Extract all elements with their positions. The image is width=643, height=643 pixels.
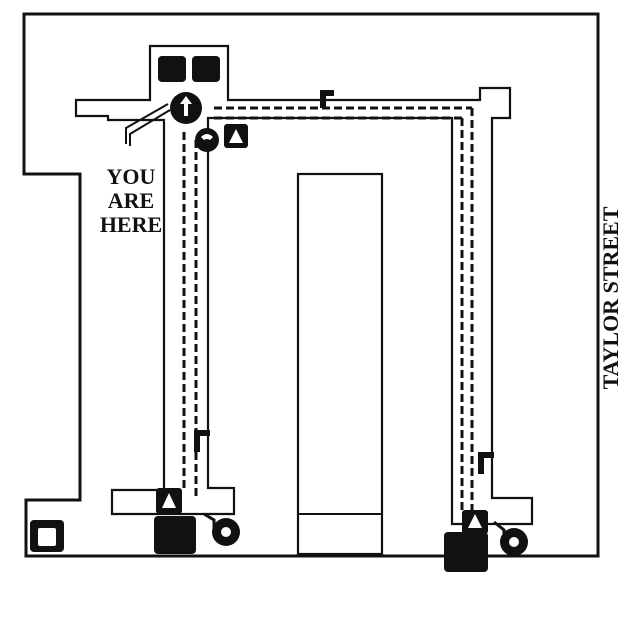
elevator-icon-left-bottom-arrow [162, 493, 176, 508]
exit-door-icon-inner [38, 528, 56, 546]
telephone-icon-top [195, 128, 219, 152]
street-label: TAYLOR STREET [598, 206, 623, 389]
you-are-here-leader [125, 103, 171, 146]
restroom-icon-right-bottom [444, 532, 488, 572]
upper-corridor [74, 44, 534, 526]
wheelchair-icon-left-bottom-center [221, 527, 231, 537]
you-are-here-arrow-icon [180, 96, 192, 116]
route-paths [182, 106, 474, 512]
stairs-icon-top [320, 90, 334, 108]
stairs-icon-left [194, 430, 210, 452]
wheelchair-icon-left-bottom-tail [203, 512, 216, 530]
restroom-icon-left-bottom [154, 516, 196, 554]
wheelchair-icon-right-bottom-center [509, 537, 519, 547]
you-are-here-line-1: YOU [107, 164, 156, 189]
wheelchair-icon-right-bottom-tail [493, 520, 506, 540]
telephone-icon-top-glyph [201, 134, 213, 140]
top-entrance-block-right [192, 56, 220, 82]
you-are-here-line-2: ARE [108, 188, 154, 213]
elevator-icon-right-bottom-arrow [468, 514, 482, 528]
top-entrance-block-left [158, 56, 186, 82]
central-courtyard [296, 172, 384, 556]
you-are-here-line-3: HERE [100, 212, 162, 237]
elevator-icon-top-arrow [229, 129, 243, 143]
stairs-icon-right [478, 452, 494, 474]
building-outline [22, 12, 600, 558]
